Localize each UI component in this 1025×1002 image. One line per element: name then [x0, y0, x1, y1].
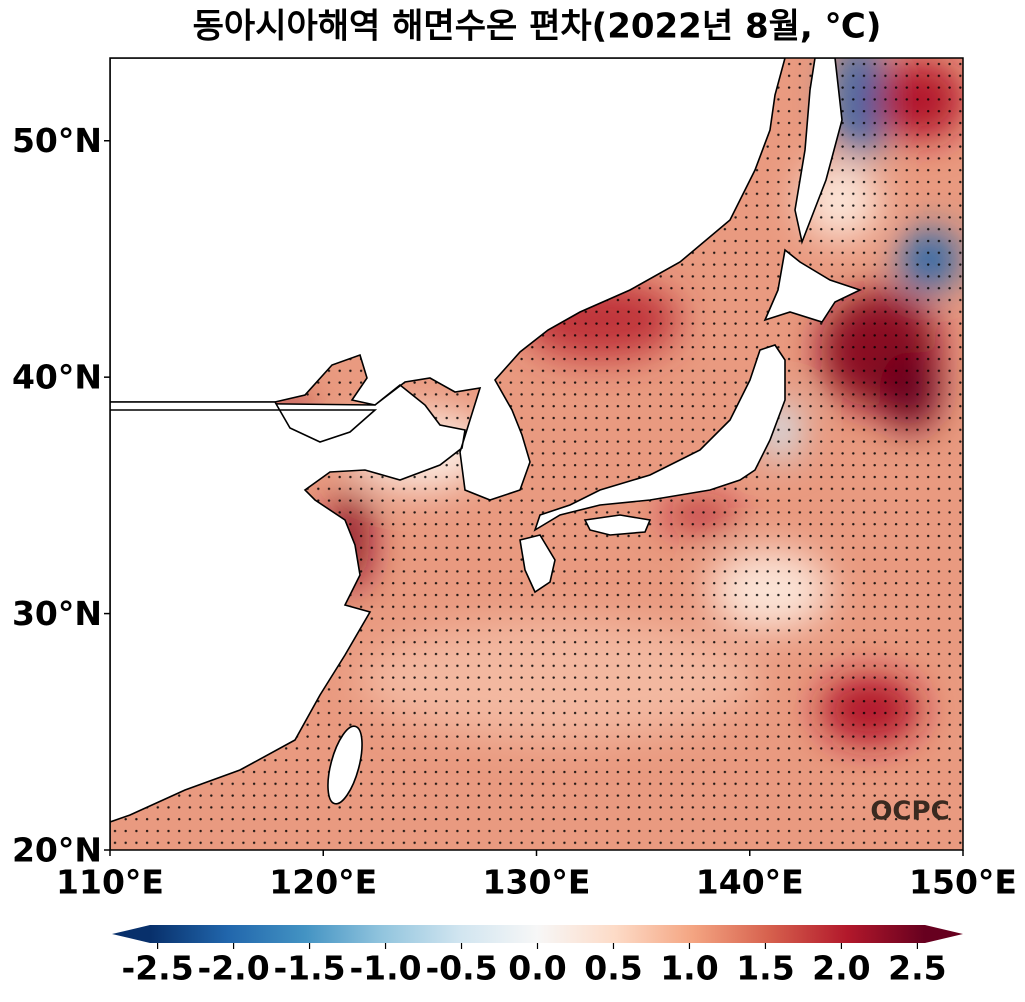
colorbar-tick-label: -1.0 — [349, 949, 421, 988]
x-tick-label: 130°E — [483, 863, 591, 902]
x-tick-label: 150°E — [909, 863, 1017, 902]
colorbar-tick-label: -2.5 — [122, 949, 194, 988]
x-tick-label: 140°E — [696, 863, 804, 902]
colorbar-extend-low — [112, 925, 150, 943]
y-tick-label: 50°N — [12, 121, 102, 160]
sst-field: OCPC — [110, 58, 963, 850]
colorbar-body — [150, 925, 925, 943]
x-tick-label: 120°E — [269, 863, 377, 902]
colorbar: -2.5 -2.0 -1.5 -1.0 -0.5 0.0 0.5 1.0 1.5 2.0 2.5 — [112, 925, 963, 988]
colorbar-tick-label: -2.0 — [198, 949, 270, 988]
y-tick-label: 30°N — [12, 594, 102, 633]
colorbar-tick-label: -1.5 — [273, 949, 345, 988]
y-tick-label: 20°N — [12, 831, 102, 870]
y-tick-label: 40°N — [12, 358, 102, 397]
colorbar-tick-label: 0.0 — [508, 949, 566, 988]
logo: OCPC — [870, 797, 949, 827]
colorbar-tick-label: 1.5 — [736, 949, 794, 988]
colorbar-tick-label: -0.5 — [425, 949, 497, 988]
colorbar-tick-label: 0.5 — [584, 949, 642, 988]
colorbar-tick-label: 2.5 — [888, 949, 946, 988]
colorbar-tick-label: 1.0 — [660, 949, 718, 988]
colorbar-extend-high — [925, 925, 963, 943]
land — [110, 58, 863, 850]
x-tick-label: 110°E — [56, 863, 164, 902]
colorbar-tick-label: 2.0 — [812, 949, 870, 988]
title: 동아시아해역 해면수온 편차(2022년 8월, ℃) — [193, 7, 882, 47]
